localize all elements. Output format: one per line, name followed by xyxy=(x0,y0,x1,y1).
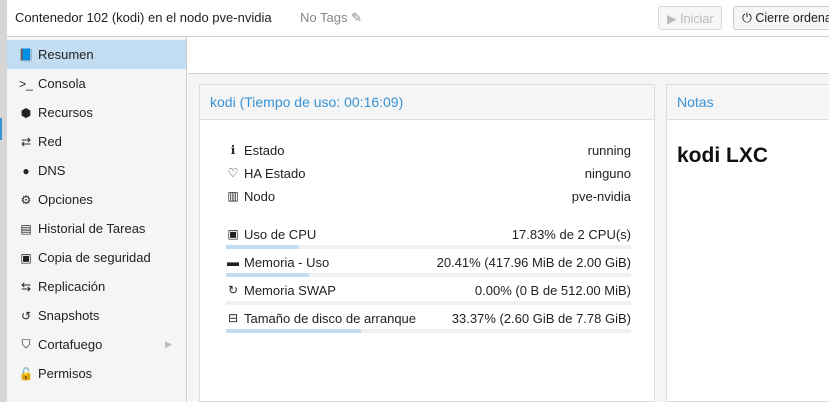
start-button[interactable]: ▶ Iniciar xyxy=(658,6,723,30)
sidebar-item-label: Permisos xyxy=(38,366,93,381)
main-content: kodi (Tiempo de uso: 00:16:09) ℹ Estado ru… xyxy=(188,74,829,402)
sidebar-item-replicaci-n[interactable]: ⇆ Replicación xyxy=(7,272,186,301)
sidebar-item-recursos[interactable]: ⬢ Recursos xyxy=(7,98,186,127)
shutdown-label: Cierre ordenado xyxy=(755,11,829,25)
usage-progress-fill xyxy=(226,273,309,277)
floppy-icon: ▣ xyxy=(20,250,32,265)
info-label: Nodo xyxy=(244,189,276,204)
memory-icon: ▬ xyxy=(227,255,239,269)
usage-label: Uso de CPU xyxy=(244,227,317,242)
sidebar-item-label: Copia de seguridad xyxy=(38,250,151,265)
usage-progress-bar xyxy=(226,329,631,333)
book-icon: 📘 xyxy=(18,47,34,62)
header: Contenedor 102 (kodi) en el nodo pve-nvi… xyxy=(7,0,829,37)
info-label: HA Estado xyxy=(244,166,306,181)
sidebar-item-historial-de-tareas[interactable]: ▤ Historial de Tareas xyxy=(7,214,186,243)
toolbar xyxy=(188,37,829,74)
usage-progress-fill xyxy=(226,329,362,333)
unlock-icon: 🔓 xyxy=(18,366,34,381)
usage-value: 0.00% (0 B de 512.00 MiB) xyxy=(474,283,631,298)
sidebar-item-dns[interactable]: ● DNS xyxy=(7,156,186,185)
notes-panel: Notas kodi LXC xyxy=(666,84,829,402)
sidebar-item-label: Red xyxy=(38,134,62,149)
history-icon: ↺ xyxy=(20,308,32,323)
usage-value: 20.41% (417.96 MiB de 2.00 GiB) xyxy=(436,255,631,270)
sidebar-item-label: Opciones xyxy=(38,192,93,207)
sidebar-item-copia-de-seguridad[interactable]: ▣ Copia de seguridad xyxy=(7,243,186,272)
info-value: running xyxy=(587,143,631,158)
usage-label: Memoria SWAP xyxy=(244,283,336,298)
globe-icon: ● xyxy=(22,163,30,178)
info-value: pve-nvidia xyxy=(571,189,631,204)
refresh-icon: ↻ xyxy=(227,283,239,297)
tags-label: No Tags xyxy=(300,10,348,25)
usage-progress-fill xyxy=(226,245,299,249)
building-icon: ▥ xyxy=(227,189,239,203)
sidebar-item-resumen[interactable]: 📘 Resumen xyxy=(7,40,186,69)
usage-value: 33.37% (2.60 GiB de 7.78 GiB) xyxy=(451,311,631,326)
info-value: ninguno xyxy=(584,166,631,181)
sidebar-item-label: Consola xyxy=(38,76,86,91)
status-panel-title: kodi (Tiempo de uso: 00:16:09) xyxy=(200,85,654,120)
usage-progress-bar xyxy=(226,245,631,249)
resource-tree-edge xyxy=(0,0,7,402)
power-icon: ⏻ xyxy=(742,11,756,25)
sidebar-item-cortafuego[interactable]: ⛉ Cortafuego ▶ xyxy=(7,330,186,359)
sidebar-item-consola[interactable]: >_ Consola xyxy=(7,69,186,98)
sidebar-item-label: Historial de Tareas xyxy=(38,221,146,236)
sidebar-item-label: Cortafuego xyxy=(38,337,103,352)
terminal-icon: >_ xyxy=(19,76,33,91)
start-label: Iniciar xyxy=(680,12,714,26)
shutdown-button[interactable]: ⏻ Cierre ordenado xyxy=(733,6,829,30)
sidebar-item-label: DNS xyxy=(38,163,66,178)
sidebar-item-label: Replicación xyxy=(38,279,106,294)
usage-progress-bar xyxy=(226,273,631,277)
notes-content[interactable]: kodi LXC xyxy=(677,144,769,167)
expand-icon[interactable]: ▶ xyxy=(165,339,172,349)
exchange-icon: ⇄ xyxy=(20,134,32,149)
sidebar-item-label: Recursos xyxy=(38,105,93,120)
sidebar-item-snapshots[interactable]: ↺ Snapshots xyxy=(7,301,186,330)
sidebar: 📘 Resumen >_ Consola ⬢ Recursos ⇄ Red ● DNS ⚙ Opcio… xyxy=(7,37,187,402)
pencil-icon[interactable]: ✎ xyxy=(347,10,362,25)
heartbeat-icon: ♡ xyxy=(227,166,239,180)
status-panel: kodi (Tiempo de uso: 00:16:09) ℹ Estado ru… xyxy=(199,84,655,402)
play-icon: ▶ xyxy=(667,12,681,26)
cpu-icon: ▣ xyxy=(227,227,239,241)
notes-panel-title: Notas xyxy=(667,85,829,120)
gear-icon: ⚙ xyxy=(20,192,32,207)
tags[interactable]: No Tags ✎ xyxy=(300,10,362,26)
hdd-icon: ⊟ xyxy=(227,311,239,325)
sidebar-item-permisos[interactable]: 🔓 Permisos xyxy=(7,359,186,388)
sidebar-item-label: Snapshots xyxy=(38,308,100,323)
cube-icon: ⬢ xyxy=(20,105,32,120)
usage-label: Memoria - Uso xyxy=(244,255,330,270)
shield-icon: ⛉ xyxy=(21,337,31,351)
page-title: Contenedor 102 (kodi) en el nodo pve-nvi… xyxy=(15,10,272,25)
list-icon: ▤ xyxy=(20,221,32,236)
retweet-icon: ⇆ xyxy=(20,279,32,294)
sidebar-item-red[interactable]: ⇄ Red xyxy=(7,127,186,156)
info-label: Estado xyxy=(244,143,285,158)
info-icon: ℹ xyxy=(230,143,236,157)
usage-value: 17.83% de 2 CPU(s) xyxy=(511,227,631,242)
sidebar-item-label: Resumen xyxy=(38,47,94,62)
usage-label: Tamaño de disco de arranque xyxy=(244,311,417,326)
sidebar-item-opciones[interactable]: ⚙ Opciones xyxy=(7,185,186,214)
usage-progress-bar xyxy=(226,301,631,305)
